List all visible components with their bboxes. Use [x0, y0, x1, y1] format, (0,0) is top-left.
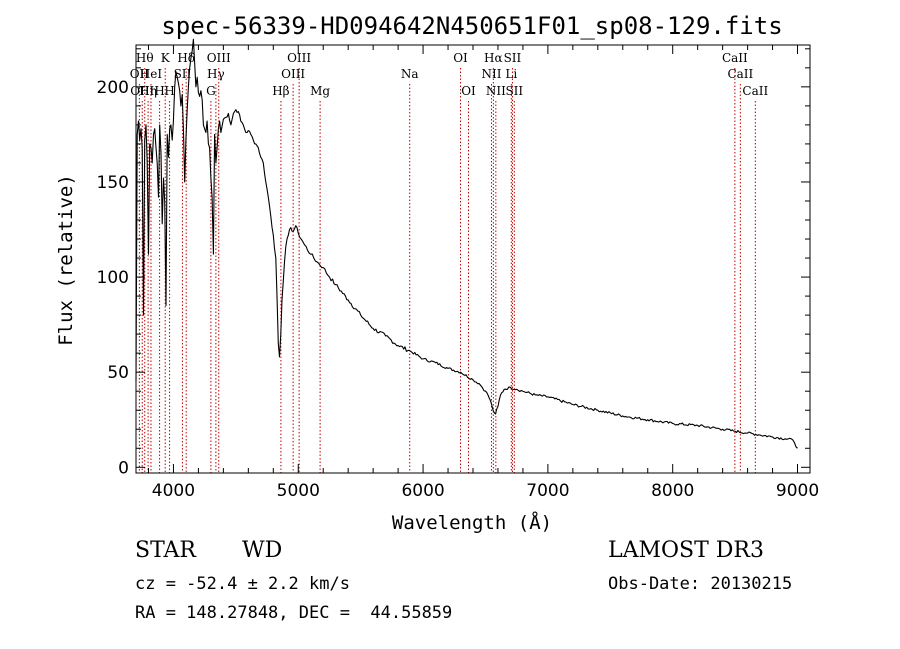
line-label-oiii: OIII: [281, 67, 305, 81]
x-tick-label: 4000: [152, 481, 195, 501]
x-tick-label: 6000: [401, 481, 444, 501]
object-subclass: WD: [242, 538, 283, 563]
line-label-sii: SII: [505, 84, 523, 98]
line-label-h: H: [154, 84, 164, 98]
object-class: STAR: [135, 538, 196, 563]
plot-frame: [135, 44, 811, 474]
y-tick-label: 0: [118, 458, 129, 478]
line-label-hγ: Hγ: [207, 67, 225, 81]
line-label-hei: HeI: [140, 67, 163, 81]
observation-date: Obs-Date: 20130215: [608, 574, 793, 594]
line-label-sii: SII: [504, 51, 522, 65]
x-tick-label: 5000: [277, 481, 320, 501]
line-label-k: K: [161, 51, 171, 65]
line-label-nii: NII: [481, 67, 501, 81]
line-label-hθ: Hθ: [136, 51, 154, 65]
line-label-g: G: [206, 84, 216, 98]
x-tick-label: 9000: [776, 481, 819, 501]
x-axis: 4000 5000 6000 7000 8000 9000: [147, 45, 819, 501]
line-label-h: H: [164, 84, 174, 98]
line-label-hα: Hα: [484, 51, 503, 65]
line-label-oi: OI: [453, 51, 468, 65]
spectral-line-markers: [138, 68, 756, 473]
x-tick-label: 7000: [526, 481, 569, 501]
x-tick-label: 8000: [651, 481, 694, 501]
line-label-na: Na: [401, 67, 419, 81]
line-label-hβ: Hβ: [272, 84, 289, 98]
y-tick-label: 150: [97, 173, 129, 193]
line-label-hη: Hη: [139, 84, 157, 98]
line-label-caii: CaII: [742, 84, 768, 98]
redshift-cz: cz = -52.4 ± 2.2 km/s: [135, 574, 350, 594]
line-label-sii: SII: [174, 67, 192, 81]
x-axis-label: Wavelength (Å): [392, 511, 552, 534]
spectral-line-labels: OIIOIIIHθHηHeIHKHSIIHδGHγOIIIHβOIIIOIIIM…: [130, 51, 769, 98]
line-label-oii: OII: [130, 67, 150, 81]
line-label-hδ: Hδ: [177, 51, 195, 65]
y-axis-label: Flux (relative): [55, 174, 77, 346]
survey-name: LAMOST DR3: [608, 538, 764, 563]
line-label-mg: Mg: [310, 84, 330, 98]
line-label-oi: OI: [461, 84, 476, 98]
line-label-oiii: OIII: [207, 51, 231, 65]
ra-dec-coordinates: RA = 148.27848, DEC = 44.55859: [135, 603, 453, 623]
line-label-nii: NII: [486, 84, 506, 98]
chart-title: spec-56339-HD094642N450651F01_sp08-129.f…: [161, 12, 782, 40]
y-tick-label: 200: [97, 78, 129, 98]
spectrum-series-line: [135, 38, 798, 449]
y-tick-label: 50: [107, 363, 129, 383]
y-axis: 0 50 100 150 200: [97, 48, 810, 478]
line-label-li: Li: [505, 67, 517, 81]
line-label-caii: CaII: [727, 67, 753, 81]
line-label-oiii: OIII: [287, 51, 311, 65]
y-tick-label: 100: [97, 268, 129, 288]
line-label-caii: CaII: [722, 51, 748, 65]
